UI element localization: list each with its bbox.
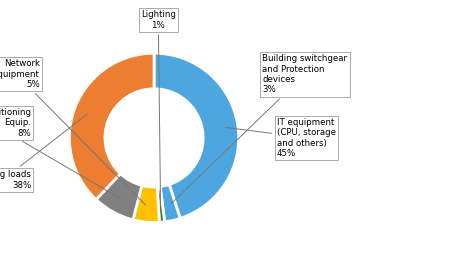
Wedge shape: [157, 186, 164, 222]
Wedge shape: [154, 53, 239, 218]
Wedge shape: [133, 185, 159, 222]
Text: IT equipment
(CPU, storage
and others)
45%: IT equipment (CPU, storage and others) 4…: [225, 118, 336, 158]
Wedge shape: [160, 185, 180, 222]
Text: Lighting
1%: Lighting 1%: [141, 10, 176, 204]
Wedge shape: [69, 53, 154, 200]
Text: Building switchgear
and Protection
devices
3%: Building switchgear and Protection devic…: [171, 54, 347, 204]
Text: Power conditioning
Equip.
8%: Power conditioning Equip. 8%: [0, 108, 118, 197]
Wedge shape: [96, 174, 142, 220]
Text: Cooling loads
38%: Cooling loads 38%: [0, 114, 87, 190]
Text: Network
equipment
5%: Network equipment 5%: [0, 59, 146, 205]
